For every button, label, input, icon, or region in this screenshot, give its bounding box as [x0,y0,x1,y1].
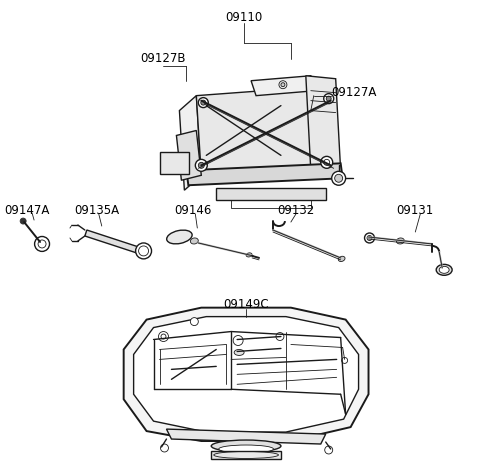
Ellipse shape [191,238,198,244]
Bar [231,200,311,208]
Text: 09135A: 09135A [74,204,120,217]
Circle shape [335,174,343,182]
Circle shape [321,156,333,168]
Text: 09132: 09132 [277,204,314,217]
Polygon shape [306,76,341,170]
Polygon shape [186,163,343,185]
Ellipse shape [396,238,404,244]
Polygon shape [177,130,201,180]
Polygon shape [124,308,369,441]
Ellipse shape [167,230,192,244]
Circle shape [198,162,204,168]
Circle shape [198,98,208,107]
Text: 09110: 09110 [226,10,263,23]
Text: 09127A: 09127A [331,86,376,99]
Ellipse shape [439,266,449,273]
Circle shape [191,318,198,325]
Circle shape [364,233,374,243]
Circle shape [332,171,346,185]
Circle shape [201,100,206,105]
Polygon shape [85,230,142,254]
Polygon shape [133,317,359,432]
Circle shape [276,333,284,340]
Circle shape [136,243,152,259]
Circle shape [195,159,207,171]
Circle shape [367,235,372,241]
Bar [211,451,281,459]
Ellipse shape [219,445,274,453]
Text: 09147A: 09147A [4,204,50,217]
Ellipse shape [211,440,281,452]
Circle shape [233,335,243,346]
Text: 09149C: 09149C [223,298,269,311]
Polygon shape [251,76,316,96]
Ellipse shape [436,265,452,275]
Text: 09131: 09131 [396,204,434,217]
Circle shape [324,94,334,104]
Circle shape [158,332,168,341]
Ellipse shape [246,253,252,257]
Bar [216,188,326,200]
Bar [159,152,190,174]
Circle shape [326,96,331,101]
Text: 09127B: 09127B [141,53,186,65]
Polygon shape [196,86,336,175]
Text: 09146: 09146 [175,204,212,217]
Polygon shape [167,429,326,444]
Polygon shape [180,96,201,190]
Ellipse shape [234,349,244,356]
Circle shape [35,236,49,251]
Circle shape [20,218,26,224]
Circle shape [38,240,46,248]
Circle shape [139,246,148,256]
Ellipse shape [338,256,345,262]
Circle shape [281,83,285,87]
